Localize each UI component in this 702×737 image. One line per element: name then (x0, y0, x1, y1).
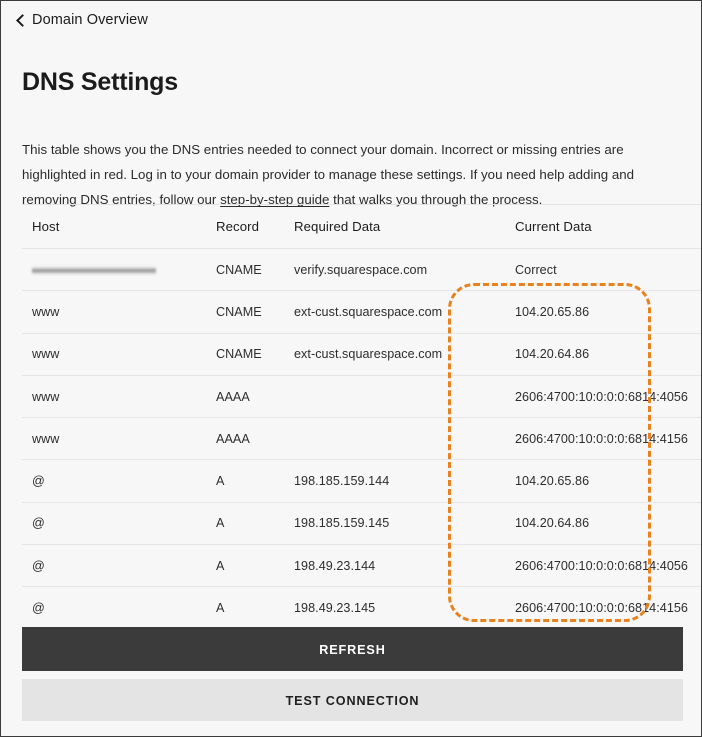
cell-required-data: 198.185.159.145 (294, 501, 494, 545)
table-row: @ A 198.49.23.145 2606:4700:10:0:0:0:6814:4… (22, 586, 701, 629)
breadcrumb-label: Domain Overview (32, 12, 148, 28)
table-row: www CNAME ext-cust.squarespace.com 104.20.6… (22, 290, 701, 334)
cell-required-data (294, 417, 494, 460)
cell-host: @ (22, 501, 214, 545)
cell-current-data: 2606:4700:10:0:0:0:6814:4056 (494, 374, 701, 418)
intro-text-part1: This table shows you the DNS entries nee… (22, 142, 635, 208)
chevron-left-icon (15, 13, 25, 27)
cell-current-data: 2606:4700:10:0:0:0:6814:4056 (494, 544, 701, 587)
cell-required-data: ext-cust.squarespace.com (294, 290, 494, 334)
cell-host: @ (22, 586, 214, 629)
cell-required-data: verify.squarespace.com (294, 247, 494, 291)
cell-required-data (294, 374, 494, 418)
cell-host: www (22, 374, 214, 418)
cell-record-type: A (214, 501, 294, 545)
cell-current-data: Correct (494, 247, 701, 291)
column-header-required-data: Required Data (294, 204, 494, 249)
step-by-step-guide-link[interactable]: step-by-step guide (220, 192, 330, 208)
cell-record-type: CNAME (214, 247, 294, 291)
table-row: www AAAA 2606:4700:10:0:0:0:6814:4156 (22, 417, 701, 460)
redacted-host-value (32, 265, 156, 275)
cell-required-data: 198.49.23.144 (294, 544, 494, 587)
cell-required-data: 198.185.159.144 (294, 459, 494, 503)
cell-record-type: A (214, 586, 294, 629)
cell-required-data: ext-cust.squarespace.com (294, 332, 494, 376)
table-row: www AAAA 2606:4700:10:0:0:0:6814:4056 (22, 374, 701, 418)
cell-record-type: AAAA (214, 374, 294, 418)
page-title: DNS Settings (22, 68, 178, 96)
cell-record-type: A (214, 544, 294, 587)
cell-record-type: A (214, 459, 294, 503)
intro-text-part2: that walks you through the process. (329, 192, 543, 208)
breadcrumb-domain-overview[interactable]: Domain Overview (15, 13, 148, 28)
table-row: @ A 198.185.159.145 104.20.64.86 (22, 501, 701, 545)
column-header-record: Record (214, 204, 294, 249)
cell-host: www (22, 332, 214, 376)
intro-paragraph: This table shows you the DNS entries nee… (22, 137, 682, 212)
cell-current-data: 2606:4700:10:0:0:0:6814:4156 (494, 417, 701, 460)
cell-current-data: 104.20.64.86 (494, 501, 701, 545)
table-row: @ A 198.185.159.144 104.20.65.86 (22, 459, 701, 503)
table-body: CNAME verify.squarespace.com Correct www CNA… (22, 247, 701, 629)
column-header-current-data: Current Data (494, 204, 701, 249)
cell-current-data: 104.20.65.86 (494, 459, 701, 503)
cell-current-data: 104.20.65.86 (494, 290, 701, 334)
refresh-button[interactable]: REFRESH (22, 627, 683, 671)
cell-host (22, 247, 214, 291)
table-row: CNAME verify.squarespace.com Correct (22, 247, 701, 291)
cell-host: www (22, 290, 214, 334)
dns-records-table: Host Record Required Data Current Data C… (22, 204, 701, 629)
cell-record-type: CNAME (214, 290, 294, 334)
test-connection-button[interactable]: TEST CONNECTION (22, 679, 683, 721)
cell-host: www (22, 417, 214, 460)
cell-host: @ (22, 544, 214, 587)
cell-current-data: 104.20.64.86 (494, 332, 701, 376)
column-header-host: Host (22, 204, 214, 249)
table-header: Host Record Required Data Current Data (22, 204, 701, 249)
cell-host: @ (22, 459, 214, 503)
cell-current-data: 2606:4700:10:0:0:0:6814:4156 (494, 586, 701, 629)
cell-required-data: 198.49.23.145 (294, 586, 494, 629)
table-row: www CNAME ext-cust.squarespace.com 104.20.6… (22, 332, 701, 376)
cell-record-type: AAAA (214, 417, 294, 460)
table-header-row: Host Record Required Data Current Data (22, 204, 701, 249)
table-row: @ A 198.49.23.144 2606:4700:10:0:0:0:6814:4… (22, 544, 701, 587)
cell-record-type: CNAME (214, 332, 294, 376)
